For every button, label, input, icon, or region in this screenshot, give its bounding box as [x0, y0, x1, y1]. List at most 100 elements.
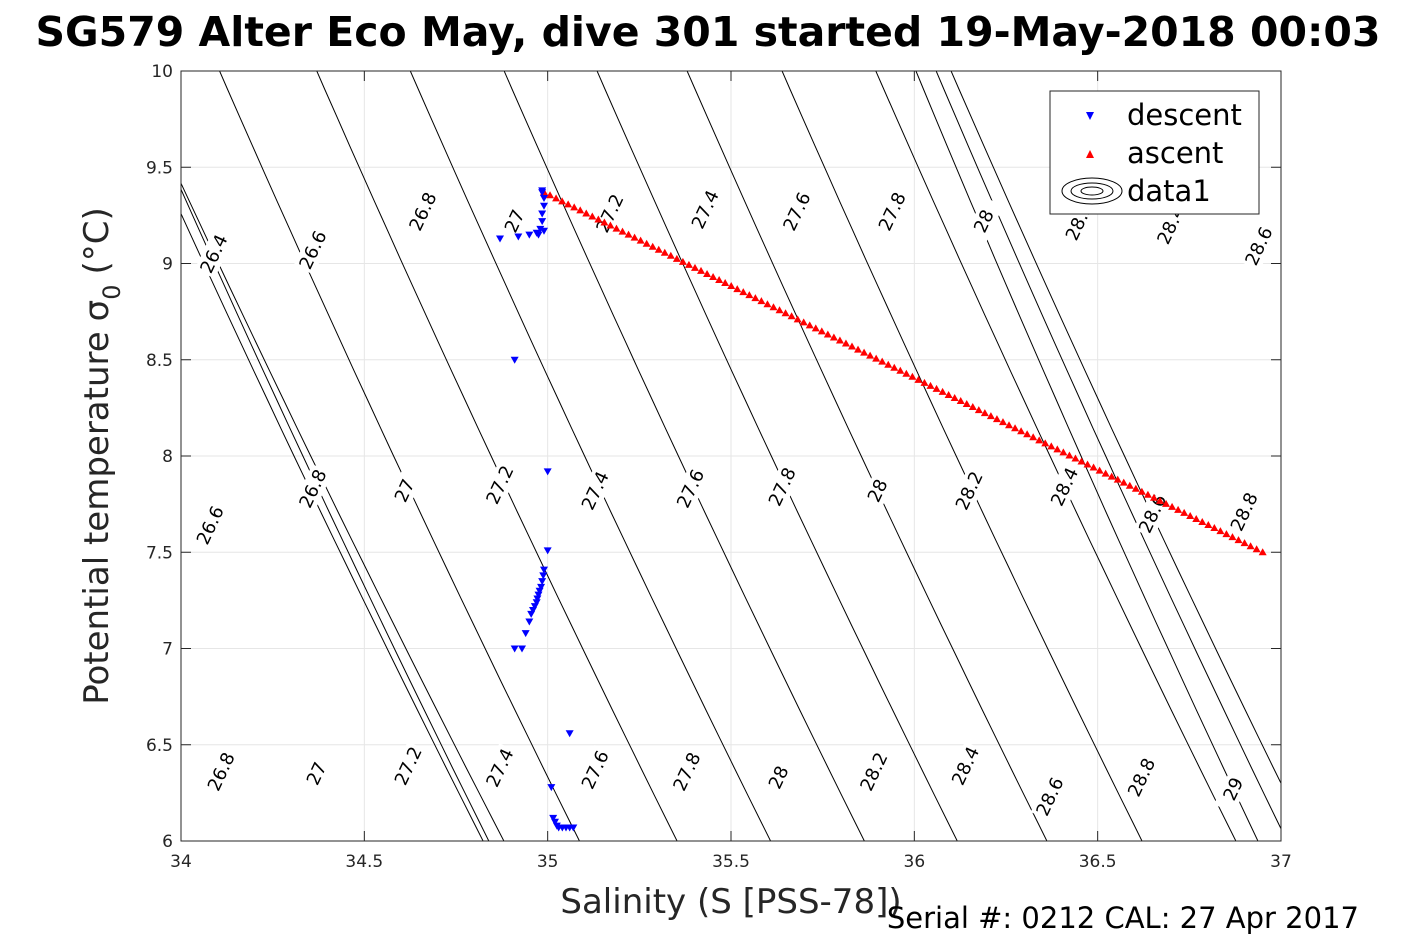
descent-point [534, 591, 543, 599]
ascent-point [1119, 478, 1128, 486]
ascent-point [684, 260, 693, 268]
legend-data1-label: data1 [1127, 174, 1211, 208]
isopycnal-line [409, 71, 772, 841]
descent-point [547, 784, 556, 792]
legend: descent ascent data1 [1049, 90, 1260, 215]
ascent-point [546, 191, 555, 199]
descent-point [538, 187, 547, 195]
ascent-point [721, 279, 730, 287]
y-axis-label-subscript: 0 [98, 284, 126, 299]
ascent-point [1180, 508, 1189, 516]
ascent-point [968, 403, 977, 411]
ascent-point [1252, 545, 1261, 553]
ascent-point [1143, 490, 1152, 498]
contour-label-bg [1225, 487, 1264, 537]
ascent-point [1240, 539, 1249, 547]
ascent-point [703, 269, 712, 277]
y-axis-label-main: Potential temperature [77, 331, 117, 704]
ascent-point [1047, 442, 1056, 450]
ascent-point [1125, 481, 1134, 489]
ascent-point [829, 333, 838, 341]
y-tick-label: 8 [162, 447, 173, 467]
contour-label-bg [194, 229, 234, 279]
descent-series [496, 187, 578, 832]
y-axis-label: Potential temperature σ0 (°C) [77, 207, 126, 705]
y-axis-label-group: Potential temperature σ0 (°C) [77, 207, 126, 705]
contour-label-bg [576, 745, 615, 795]
ascent-point [739, 288, 748, 296]
y-tick-label: 7 [162, 640, 173, 660]
isopycnal-line [181, 182, 505, 841]
contour-label-bg [576, 466, 615, 516]
ascent-point [902, 369, 911, 377]
isopycnal-line [915, 71, 1259, 841]
x-axis-ticks: 34 34.5 35 35.5 36 36.5 37 [170, 71, 1292, 872]
ascent-point [552, 194, 561, 202]
descent-point [543, 468, 552, 476]
legend-descent-marker [1086, 112, 1094, 120]
ascent-point [660, 248, 669, 256]
contour-label-bg [293, 225, 333, 275]
ascent-point [956, 397, 965, 404]
ascent-point [938, 387, 947, 395]
ascent-point [727, 282, 736, 290]
ascent-point [588, 212, 597, 220]
ascent-point [709, 272, 718, 280]
isopycnal-line [950, 71, 1281, 785]
ascent-point [787, 312, 796, 320]
y-tick-label: 6 [162, 832, 173, 852]
contour-label-bg [202, 747, 241, 797]
descent-point [535, 587, 544, 595]
ascent-point [1017, 427, 1026, 435]
descent-point [532, 599, 541, 607]
contour-label-bg [495, 196, 534, 246]
ascent-point [624, 230, 633, 238]
y-tick-label: 10 [151, 62, 173, 82]
ascent-point [1131, 484, 1140, 492]
ascent-point [1101, 469, 1110, 477]
contour-label-bg [858, 466, 897, 516]
legend-box [1049, 90, 1260, 215]
ascent-point [908, 372, 917, 380]
ascent-point [1162, 499, 1171, 507]
contour-label-bg [686, 185, 725, 235]
isopycnal-line [781, 71, 1143, 841]
descent-point [539, 572, 548, 580]
contour-label-bg [671, 464, 710, 514]
ascent-point [1198, 518, 1207, 525]
descent-point [530, 603, 539, 611]
ascent-point [914, 375, 923, 383]
isopycnal-line [875, 71, 1237, 841]
descent-point [525, 231, 534, 239]
ascent-point [618, 227, 627, 235]
isopycnal-line [316, 71, 678, 841]
contour-label-bg [854, 747, 894, 797]
descent-point [534, 231, 543, 239]
legend-descent-label: descent [1127, 98, 1242, 132]
y-axis-ticks: 6 6.5 7 7.5 8 8.5 9 9.5 10 [146, 62, 1281, 852]
contour-label-bg [297, 749, 336, 799]
ascent-point [1005, 421, 1014, 429]
descent-point [527, 610, 536, 618]
ascent-point [612, 224, 621, 232]
ascent-point [1137, 487, 1146, 495]
contour-label-bg [763, 462, 802, 512]
descent-point [540, 566, 548, 574]
contour-label-bg [1214, 764, 1253, 814]
ascent-point [1023, 430, 1032, 438]
contour-label-bg [191, 500, 230, 550]
ascent-point [630, 233, 639, 241]
ascent-point [690, 263, 699, 271]
chart-title: SG579 Alter Eco May, dive 301 started 19… [36, 8, 1381, 56]
ascent-point [697, 266, 706, 274]
ascent-point [1192, 514, 1201, 522]
descent-point [538, 218, 547, 226]
ascent-point [878, 357, 887, 365]
ascent-point [672, 254, 681, 262]
y-tick-label: 6.5 [146, 736, 173, 756]
ascent-point [1011, 424, 1020, 432]
ascent-point [793, 315, 802, 323]
contour-label-bg [480, 743, 520, 793]
ascent-point [600, 218, 609, 226]
